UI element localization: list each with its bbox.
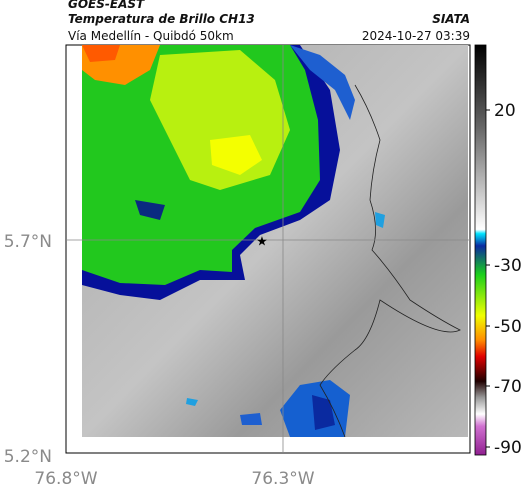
colorbar-label: -70 — [494, 377, 522, 397]
lat-label: 5.7°N — [4, 232, 52, 252]
product: Temperatura de Brillo CH13 — [68, 12, 255, 26]
lat-label: 5.2°N — [4, 447, 52, 467]
colorbar-label: -50 — [494, 317, 522, 337]
lon-label: 76.8°W — [34, 469, 97, 489]
colorbar-label: -90 — [494, 438, 522, 458]
timestamp: 2024-10-27 03:39 — [362, 29, 470, 43]
route: Vía Medellín - Quibdó 50km — [68, 29, 234, 43]
colorbar-label: -30 — [494, 256, 522, 276]
station-star: ★ — [256, 235, 268, 250]
lon-label: 76.3°W — [251, 469, 314, 489]
colorbar-label: 20 — [494, 101, 516, 121]
source: SIATA — [432, 12, 470, 26]
satellite: GOES-EAST — [68, 0, 145, 11]
satellite-field — [82, 45, 468, 437]
colorbar-ticks — [486, 109, 490, 448]
colorbar — [474, 44, 487, 456]
